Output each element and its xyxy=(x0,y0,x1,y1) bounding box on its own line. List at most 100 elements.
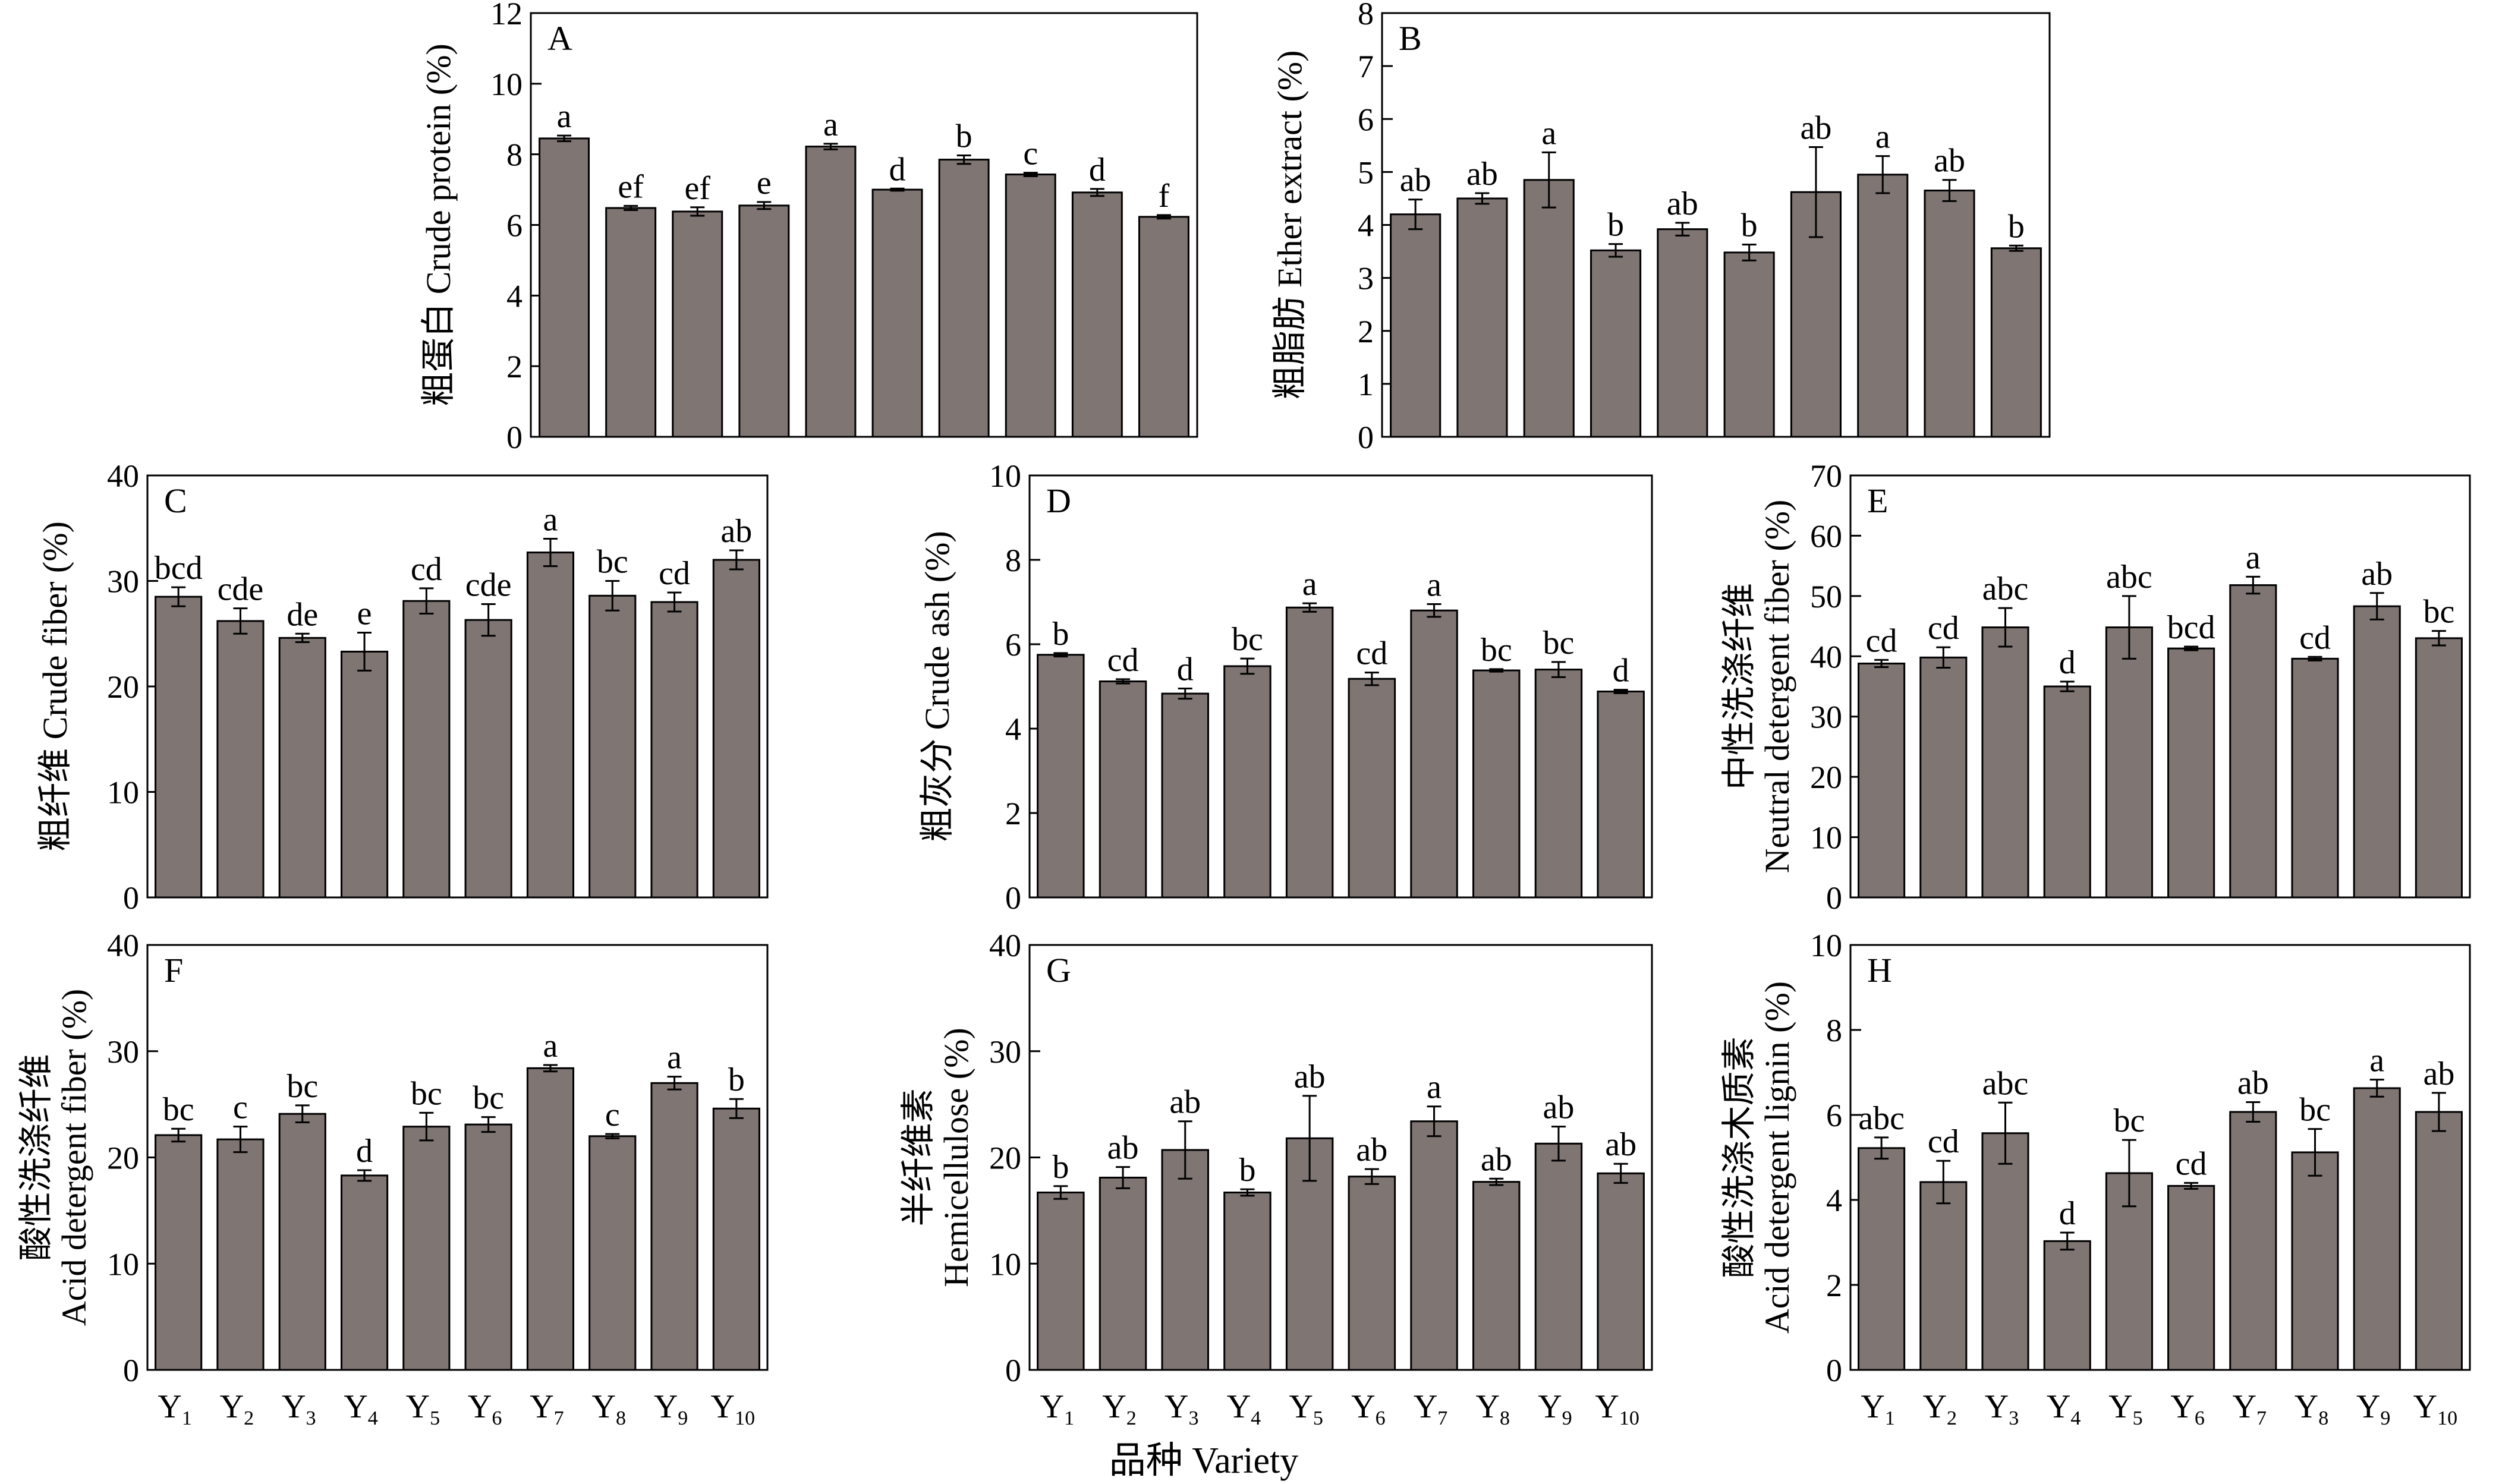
y-axis-title: Acid detergent fiber (%) xyxy=(55,989,93,1326)
bar xyxy=(1348,678,1396,899)
bar xyxy=(2291,1151,2339,1371)
bar xyxy=(2229,1111,2277,1371)
significance-label: bc xyxy=(2113,1102,2145,1139)
bar xyxy=(1005,174,1056,438)
y-tick-label: 30 xyxy=(107,1034,139,1070)
y-tick-label: 0 xyxy=(123,880,139,916)
panel-label: C xyxy=(164,481,187,520)
significance-label: ab xyxy=(720,513,752,550)
x-tick-label: Y2 xyxy=(220,1388,254,1429)
significance-label: b xyxy=(956,118,972,155)
x-axis-label: 品种 Variety xyxy=(1109,1441,1299,1481)
y-tick-label: 4 xyxy=(506,278,523,314)
bar xyxy=(2415,637,2463,899)
significance-label: c xyxy=(233,1089,248,1126)
significance-label: abc xyxy=(1982,571,2029,607)
y-tick-label: 6 xyxy=(1826,1098,1842,1133)
y-axis-title: Acid detergent lignin (%) xyxy=(1758,981,1796,1334)
significance-label: d xyxy=(1089,152,1106,188)
bar xyxy=(2415,1111,2463,1371)
panel-label: F xyxy=(164,951,183,990)
significance-label: ab xyxy=(2423,1056,2454,1092)
y-tick-label: 10 xyxy=(490,67,523,102)
y-tick-label: 8 xyxy=(1358,0,1374,31)
significance-label: d xyxy=(2059,1195,2076,1232)
y-axis-title: Hemicellulose (%) xyxy=(937,1028,975,1287)
x-tick-label: Y10 xyxy=(2413,1388,2457,1429)
y-tick-label: 12 xyxy=(490,0,523,31)
y-tick-label: 6 xyxy=(1358,102,1374,137)
bar xyxy=(738,204,790,438)
bar xyxy=(2291,657,2339,899)
x-tick-label: Y7 xyxy=(530,1388,564,1429)
y-tick-label: 6 xyxy=(506,208,523,244)
bar xyxy=(712,559,760,899)
bar xyxy=(1071,191,1123,438)
bar xyxy=(1657,228,1708,438)
significance-label: a xyxy=(823,106,838,143)
x-tick-label: Y2 xyxy=(1923,1388,1957,1429)
bar xyxy=(402,600,451,899)
significance-label: bc xyxy=(2299,1092,2331,1129)
significance-label: bc xyxy=(163,1091,194,1128)
bar xyxy=(2105,626,2153,899)
x-tick-label: Y3 xyxy=(1164,1388,1198,1429)
y-tick-label: 50 xyxy=(1810,579,1842,615)
bar xyxy=(464,619,512,899)
significance-label: ab xyxy=(2237,1065,2269,1102)
bar xyxy=(1981,1132,2029,1371)
significance-label: cd xyxy=(2176,1145,2207,1182)
y-tick-label: 4 xyxy=(1826,1183,1842,1218)
y-tick-label: 30 xyxy=(989,1034,1021,1070)
x-tick-label: Y4 xyxy=(2047,1388,2081,1429)
significance-label: ef xyxy=(684,170,710,207)
bar xyxy=(1981,626,2029,899)
y-tick-label: 20 xyxy=(989,1140,1021,1176)
y-tick-label: 1 xyxy=(1358,367,1374,402)
bar xyxy=(871,188,923,438)
significance-label: b xyxy=(1239,1152,1255,1189)
bar xyxy=(1223,1191,1271,1371)
significance-label: ab xyxy=(1466,156,1498,193)
bar xyxy=(1472,1181,1521,1371)
bar xyxy=(1523,179,1575,438)
bar xyxy=(1348,1176,1396,1371)
bar xyxy=(278,637,326,899)
significance-label: cd xyxy=(2299,619,2331,656)
bar xyxy=(155,596,203,899)
y-axis-title: Neutral detergent fiber (%) xyxy=(1758,500,1796,874)
x-tick-label: Y4 xyxy=(1227,1388,1261,1429)
bar xyxy=(340,650,389,899)
plot-frame xyxy=(1849,474,2471,899)
bar xyxy=(278,1113,326,1371)
significance-label: a xyxy=(557,98,572,135)
significance-label: ab xyxy=(1356,1132,1387,1168)
significance-label: a xyxy=(2369,1042,2384,1079)
y-axis-title: 粗脂肪 Ether extract (%) xyxy=(1270,51,1309,400)
significance-label: b xyxy=(1607,207,1624,244)
bar xyxy=(1534,1142,1583,1371)
bar xyxy=(1597,691,1645,899)
x-tick-label: Y8 xyxy=(1476,1388,1510,1429)
y-tick-label: 2 xyxy=(506,349,523,385)
panel-e: 0 10 20 30 40 50 60 70 E 中性洗涤纤维 Neutral detergent … xyxy=(1720,458,2471,916)
bar xyxy=(526,1067,575,1371)
y-tick-label: 70 xyxy=(1810,458,1842,494)
bar xyxy=(1472,669,1521,899)
bar xyxy=(155,1134,203,1371)
significance-label: ab xyxy=(1294,1058,1326,1095)
x-tick-label: Y9 xyxy=(1538,1388,1572,1429)
y-tick-label: 30 xyxy=(1810,700,1842,735)
significance-label: cd xyxy=(1928,610,1959,647)
bar xyxy=(1456,197,1508,438)
bar xyxy=(1534,669,1583,899)
significance-label: abc xyxy=(1982,1065,2029,1102)
bar xyxy=(2353,605,2401,899)
x-tick-label: Y1 xyxy=(1861,1388,1894,1429)
significance-label: abc xyxy=(1858,1100,1905,1137)
significance-label: cd xyxy=(1107,642,1139,679)
panel-label: D xyxy=(1046,481,1071,520)
